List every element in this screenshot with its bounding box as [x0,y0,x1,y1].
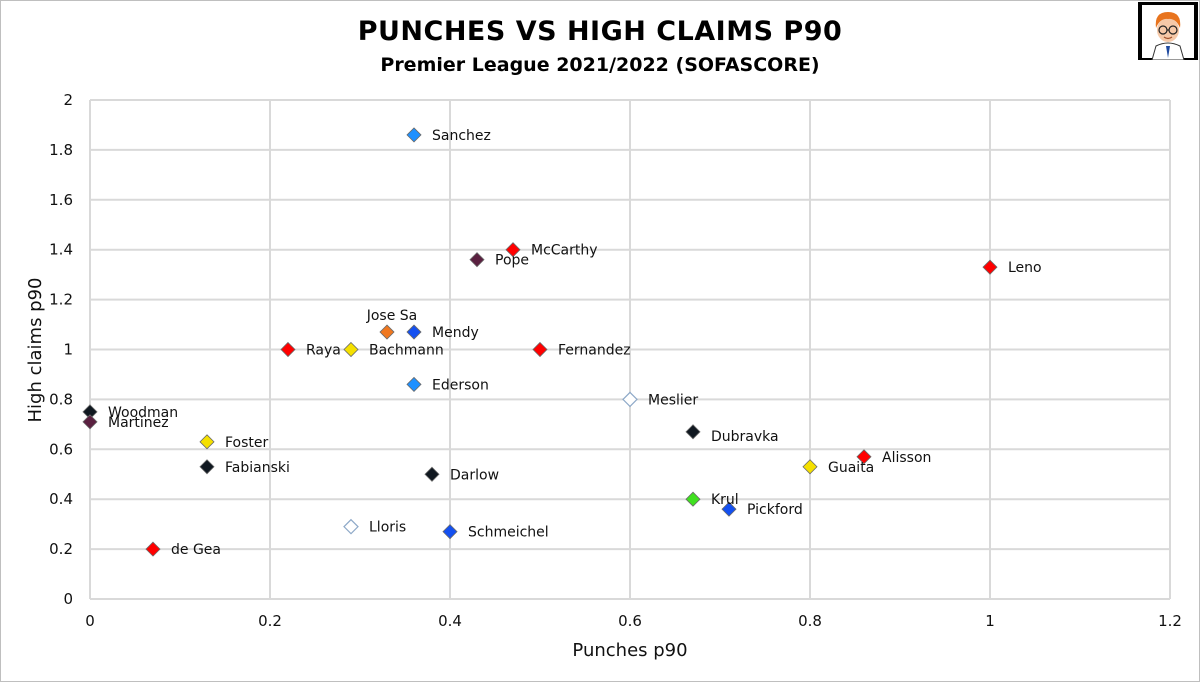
data-points [82,127,998,557]
point-marker-bachmann [343,341,359,358]
point-label: Raya [306,343,341,359]
point-label: Guaita [828,460,874,476]
point-marker-de-gea [145,541,161,557]
y-tick-label: 2 [63,91,73,109]
y-tick-label: 0 [63,590,73,608]
y-tick-label: 0.2 [49,540,73,558]
x-tick-label: 1.2 [1158,612,1182,630]
x-tick-label: 0.4 [438,612,462,630]
point-marker-raya [280,341,296,358]
y-tick-label: 1.2 [49,291,73,309]
point-label: Fabianski [225,460,290,476]
point-marker-fernandez [532,341,548,358]
chart-title: PUNCHES VS HIGH CLAIMS P90 [357,16,843,47]
point-label: Fernandez [558,343,631,359]
point-label: Pickford [747,502,803,518]
point-label: Lloris [369,520,406,536]
x-tick-label: 0.6 [618,612,642,630]
point-label: Martinez [108,415,169,431]
point-marker-pickford [721,501,737,517]
point-label: Darlow [450,467,499,483]
point-label: Alisson [882,450,931,466]
point-label: Ederson [432,377,489,393]
x-tick-label: 0 [85,612,95,630]
x-axis-label: Punches p90 [572,640,687,661]
point-marker-pope [469,252,485,268]
point-label: Sanchez [432,128,491,144]
point-marker-krul [685,491,701,507]
point-marker-darlow [424,466,440,482]
chart-subtitle: Premier League 2021/2022 (SOFASCORE) [380,54,820,76]
point-label: Meslier [648,392,698,408]
y-axis-label: High claims p90 [25,278,46,423]
point-label: Jose Sa [366,308,418,324]
point-label: Mendy [432,325,479,341]
point-marker-schmeichel [442,524,458,540]
point-label: McCarthy [531,243,598,259]
point-marker-fabianski [199,459,215,475]
point-label: Foster [225,435,269,451]
chart-grid [89,99,1171,600]
point-label: Krul [711,492,739,508]
point-marker-lloris [343,518,359,535]
point-marker-meslier [622,391,638,408]
point-label: Bachmann [369,343,444,359]
point-label: Woodman [108,405,178,421]
y-tick-label: 1.8 [49,141,73,159]
point-marker-mendy [406,324,422,340]
point-marker-dubravka [685,424,701,440]
y-tick-label: 0.8 [49,390,73,408]
point-label: Dubravka [711,429,779,445]
y-tick-label: 1.6 [49,191,73,209]
y-tick-label: 1 [63,341,73,359]
point-marker-martinez [82,414,98,430]
point-marker-ederson [406,376,422,392]
point-label: Leno [1008,260,1042,276]
point-label: Pope [495,253,529,269]
x-tick-label: 0.8 [798,612,822,630]
y-tick-label: 0.4 [49,490,73,508]
y-tick-label: 1.4 [49,241,73,259]
x-tick-label: 0.2 [258,612,282,630]
point-marker-sanchez [406,127,422,143]
point-marker-jose-sa [379,324,395,340]
point-marker-foster [199,434,215,450]
author-avatar-icon [1138,2,1198,60]
point-marker-mccarthy [505,242,521,258]
point-label: de Gea [171,542,221,558]
point-marker-alisson [856,449,872,465]
point-marker-leno [982,259,998,275]
point-marker-guaita [802,459,818,475]
point-label: Schmeichel [468,525,549,541]
x-axis-ticks: 0 0.2 0.4 0.6 0.8 1 1.2 [85,612,1182,630]
x-tick-label: 1 [985,612,995,630]
y-tick-label: 0.6 [49,440,73,458]
y-axis-ticks: 0 0.2 0.4 0.6 0.8 1 1.2 1.4 1.6 1.8 2 [49,91,73,608]
